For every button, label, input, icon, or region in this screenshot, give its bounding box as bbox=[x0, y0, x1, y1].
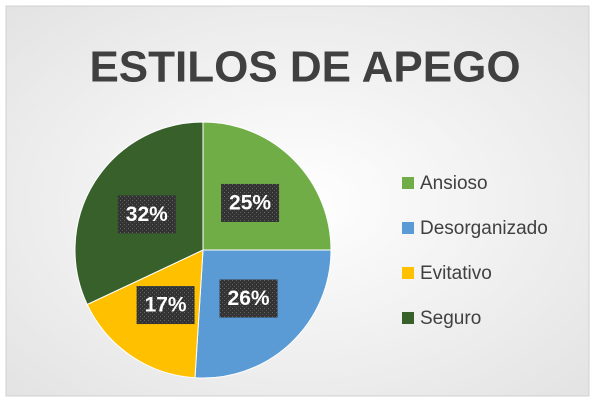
data-label-box bbox=[219, 279, 278, 318]
data-label-box bbox=[117, 195, 176, 234]
data-label-box bbox=[221, 183, 280, 222]
data-label-box bbox=[136, 286, 195, 325]
legend-label: Desorganizado bbox=[420, 218, 548, 239]
data-label: 17% bbox=[145, 294, 187, 317]
legend-label: Seguro bbox=[420, 308, 481, 329]
legend-swatch bbox=[402, 267, 414, 279]
legend-label: Ansioso bbox=[420, 173, 488, 194]
data-label: 25% bbox=[229, 191, 271, 214]
legend-label: Evitativo bbox=[420, 263, 492, 284]
legend-swatch bbox=[402, 312, 414, 324]
data-label: 26% bbox=[228, 287, 270, 310]
legend-swatch bbox=[402, 222, 414, 234]
chart-title: ESTILOS DE APEGO bbox=[89, 43, 520, 92]
data-label: 32% bbox=[126, 203, 168, 226]
legend-swatch bbox=[402, 177, 414, 189]
